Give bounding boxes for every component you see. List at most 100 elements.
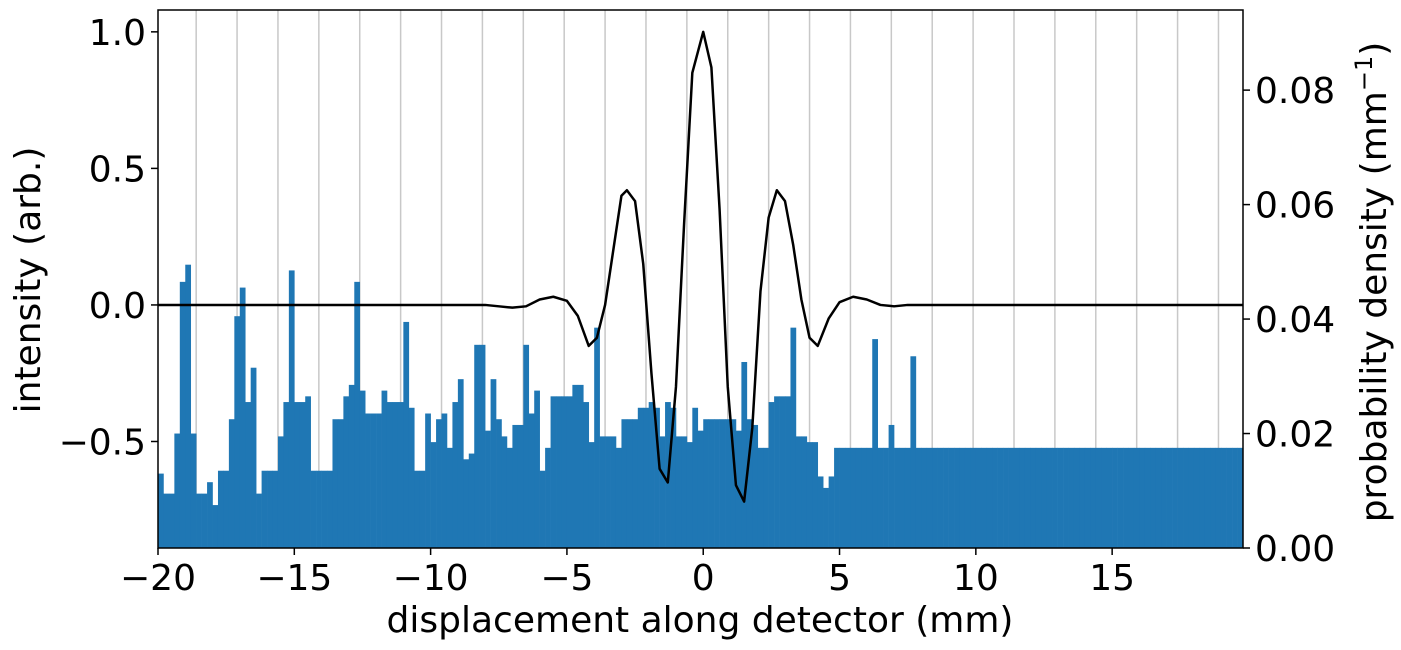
bar-126: [844, 447, 851, 548]
bar-54: [452, 402, 459, 548]
bar-143: [937, 447, 944, 548]
bar-58: [474, 344, 480, 548]
bar-159: [1024, 447, 1031, 548]
bar-149: [970, 447, 977, 548]
bar-38: [365, 413, 371, 548]
plot-frame: [157, 9, 1244, 549]
bar-36: [354, 281, 361, 548]
bar-64: [506, 447, 513, 548]
bar-17: [250, 367, 257, 548]
bar-83: [610, 436, 617, 548]
x-tick-label-2: −10: [393, 558, 469, 599]
x-tick-label-1: −15: [256, 558, 332, 599]
bar-47: [414, 470, 421, 548]
bar-99: [697, 430, 704, 548]
bar-181: [1144, 447, 1151, 548]
bar-21: [272, 470, 279, 548]
bar-95: [675, 436, 682, 548]
bar-77: [577, 384, 584, 548]
bar-72: [550, 396, 557, 548]
bar-198: [1237, 447, 1244, 548]
y-left-axis-label: intensity (arb.): [8, 147, 49, 414]
bar-62: [496, 419, 502, 548]
bar-188: [1183, 447, 1189, 548]
bar-10: [212, 505, 219, 548]
bar-98: [692, 407, 699, 548]
bar-66: [517, 424, 524, 548]
bar-31: [327, 470, 333, 548]
bar-177: [1123, 447, 1129, 548]
x-tick-label-6: 10: [953, 558, 999, 599]
bar-109: [752, 424, 759, 548]
bar-86: [626, 419, 633, 548]
bar-102: [714, 419, 720, 548]
bar-105: [730, 419, 737, 548]
bar-145: [948, 447, 955, 548]
bar-82: [605, 436, 611, 548]
bar-27: [305, 396, 311, 548]
x-tick-label-0: −20: [120, 558, 196, 599]
bar-189: [1188, 447, 1195, 548]
bar-127: [850, 447, 857, 548]
bar-139: [915, 447, 922, 548]
bar-120: [812, 442, 819, 548]
y-left-tick-label-0: −0.5: [59, 422, 146, 463]
bar-128: [855, 447, 862, 548]
bar-148: [964, 447, 971, 548]
bar-115: [785, 396, 791, 548]
bar-123: [828, 476, 835, 548]
x-tick-label-5: 5: [828, 558, 851, 599]
bar-6: [190, 433, 197, 548]
bar-182: [1150, 447, 1157, 548]
bar-195: [1221, 447, 1227, 548]
bar-176: [1117, 447, 1124, 548]
bar-161: [1035, 447, 1042, 548]
bar-79: [588, 442, 595, 548]
bar-197: [1232, 447, 1238, 548]
bar-20: [267, 470, 273, 548]
bar-150: [975, 447, 982, 548]
bar-116: [790, 327, 797, 548]
bar-7: [196, 493, 202, 548]
bar-153: [992, 447, 998, 548]
bar-178: [1128, 447, 1135, 548]
line-series-path: [158, 30, 1243, 503]
bar-37: [359, 390, 366, 548]
bar-2: [168, 493, 175, 548]
bar-172: [1095, 447, 1102, 548]
bar-133: [883, 447, 889, 548]
y-right-tick-label-3: 0.06: [1255, 186, 1335, 227]
bar-137: [904, 447, 911, 548]
bar-141: [926, 447, 933, 548]
bar-111: [763, 447, 769, 548]
bar-45: [403, 321, 410, 548]
bar-65: [512, 424, 519, 548]
intensity-line: [158, 30, 1243, 503]
bar-19: [261, 470, 268, 548]
y-right-axis-ticks: 0.00 0.02 0.04 0.06 0.08: [1243, 71, 1335, 570]
bar-33: [337, 419, 344, 548]
bar-173: [1101, 447, 1107, 548]
bar-26: [299, 402, 306, 548]
bar-61: [490, 379, 497, 548]
bar-16: [245, 402, 251, 548]
bar-169: [1079, 447, 1086, 548]
bar-0: [158, 473, 164, 548]
bar-136: [899, 447, 906, 548]
bar-69: [534, 390, 540, 548]
y-left-tick-label-3: 1.0: [89, 13, 146, 54]
y-right-axis-label-main: probability density (mm: [1354, 91, 1395, 522]
bar-40: [376, 413, 382, 548]
bar-103: [719, 419, 726, 548]
bar-30: [321, 470, 328, 548]
bar-76: [572, 384, 579, 548]
bar-94: [670, 407, 677, 548]
bar-53: [446, 447, 453, 548]
bar-165: [1057, 447, 1064, 548]
bar-166: [1063, 447, 1069, 548]
bar-108: [746, 419, 753, 548]
bar-113: [774, 396, 780, 548]
x-tick-label-7: 15: [1089, 558, 1135, 599]
